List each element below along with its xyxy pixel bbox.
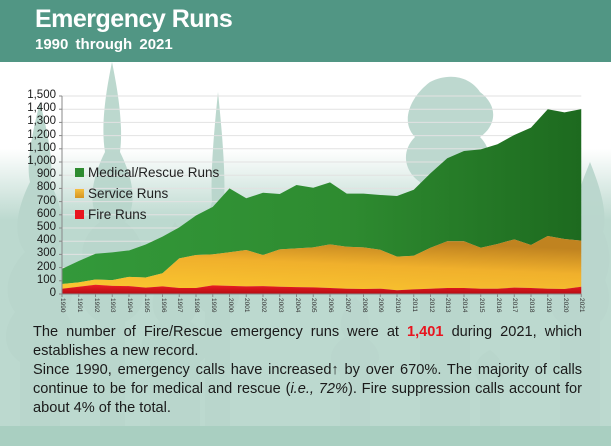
y-tick-label: 600 — [36, 207, 56, 220]
x-tick-label: 2016 — [494, 298, 502, 313]
y-tick-label: 500 — [36, 221, 56, 233]
y-tick-label: 1,400 — [27, 102, 56, 115]
y-tick-label: 1,300 — [27, 115, 56, 128]
x-tick-label: 1993 — [109, 298, 117, 313]
fire-runs-area — [62, 284, 582, 294]
x-tick-label: 2005 — [310, 298, 318, 313]
x-tick-label: 2017 — [511, 298, 519, 313]
summary-text-segment: Since 1990, emergency calls have increas… — [33, 362, 582, 397]
x-tick-label: 1995 — [142, 298, 150, 313]
page-subtitle: 1990 through 2021 — [35, 36, 173, 53]
x-tick-label: 2018 — [528, 298, 535, 313]
y-tick-label: 400 — [36, 234, 56, 247]
record-runs-value: 1,401 — [407, 324, 444, 340]
y-tick-label: 1,500 — [27, 89, 56, 101]
x-tick-label: 2008 — [360, 298, 368, 313]
x-tick-label: 2006 — [327, 298, 334, 313]
y-tick-label: 1,000 — [27, 155, 56, 167]
summary-paragraph-2: Since 1990, emergency calls have increas… — [33, 361, 582, 418]
page-title: Emergency Runs — [35, 5, 233, 33]
x-tick-label: 1997 — [176, 298, 184, 313]
y-tick-label: 300 — [36, 247, 56, 260]
legend-item-service: Service Runs — [75, 183, 219, 204]
x-tick-label: 2019 — [544, 298, 552, 313]
chart-legend: Medical/Rescue Runs Service Runs Fire Ru… — [75, 162, 219, 225]
y-tick-label: 200 — [36, 260, 56, 273]
summary-text-segment: ). Fire suppression calls account for ab… — [33, 381, 582, 416]
x-tick-label: 1998 — [193, 298, 200, 313]
x-tick-label: 2003 — [276, 298, 284, 313]
x-tick-label: 2012 — [427, 298, 435, 313]
x-tick-label: 2007 — [343, 298, 351, 313]
x-tick-label: 2021 — [578, 298, 586, 313]
legend-swatch-fire — [75, 210, 84, 219]
y-tick-label: 1,100 — [27, 141, 56, 154]
summary-text-segment: during 2021, which establishes a new rec… — [33, 324, 583, 359]
x-tick-label: 1990 — [59, 298, 66, 313]
legend-label-fire: Fire Runs — [88, 207, 147, 222]
x-tick-label: 2010 — [394, 298, 401, 313]
y-tick-label: 100 — [36, 273, 56, 286]
x-tick-label: 2011 — [410, 298, 418, 312]
x-tick-label: 2000 — [226, 298, 234, 313]
stacked-area-chart: 0 100 200 300 400 500 600 700 800 900 1,000 1,100 1,… — [0, 62, 611, 320]
x-tick-label: 1996 — [159, 298, 167, 313]
x-tick-label: 2015 — [477, 298, 485, 313]
service-runs-area — [62, 236, 582, 291]
medical-percentage: i.e., 72% — [290, 381, 348, 397]
x-tick-label: 2009 — [377, 298, 385, 313]
x-tick-label: 1991 — [75, 298, 83, 313]
chart-plot-area — [59, 95, 582, 297]
x-tick-label: 1999 — [209, 298, 217, 313]
x-tick-label: 2014 — [461, 298, 468, 313]
medical-rescue-runs-area — [62, 109, 582, 284]
summary-paragraph-1: The number of Fire/Rescue emergency runs… — [33, 323, 582, 361]
x-tick-label: 2001 — [243, 298, 251, 313]
x-tick-label: 1994 — [126, 298, 133, 313]
title-banner: Emergency Runs 1990 through 2021 — [0, 0, 611, 62]
legend-item-medical: Medical/Rescue Runs — [75, 162, 219, 183]
x-tick-label: 2020 — [561, 298, 569, 313]
axes — [59, 95, 582, 297]
y-tick-label: 1,200 — [27, 128, 56, 141]
legend-label-service: Service Runs — [88, 186, 169, 201]
x-tick-label: 1992 — [92, 298, 100, 313]
y-tick-label: 900 — [36, 168, 56, 181]
y-tick-label: 0 — [49, 287, 56, 299]
summary-text-segment: The number of Fire/Rescue emergency runs… — [33, 324, 408, 340]
legend-swatch-medical — [75, 168, 84, 177]
x-tick-label: 2013 — [444, 298, 452, 313]
legend-swatch-service — [75, 189, 84, 198]
footer-band — [0, 426, 611, 446]
x-tick-label: 2004 — [293, 298, 301, 313]
legend-item-fire: Fire Runs — [75, 204, 219, 225]
series-areas — [62, 109, 582, 294]
summary-text: The number of Fire/Rescue emergency runs… — [33, 323, 582, 418]
legend-label-medical: Medical/Rescue Runs — [88, 165, 220, 180]
y-tick-label: 800 — [36, 181, 56, 194]
y-tick-label: 700 — [36, 194, 56, 207]
x-tick-label: 2002 — [260, 298, 267, 313]
